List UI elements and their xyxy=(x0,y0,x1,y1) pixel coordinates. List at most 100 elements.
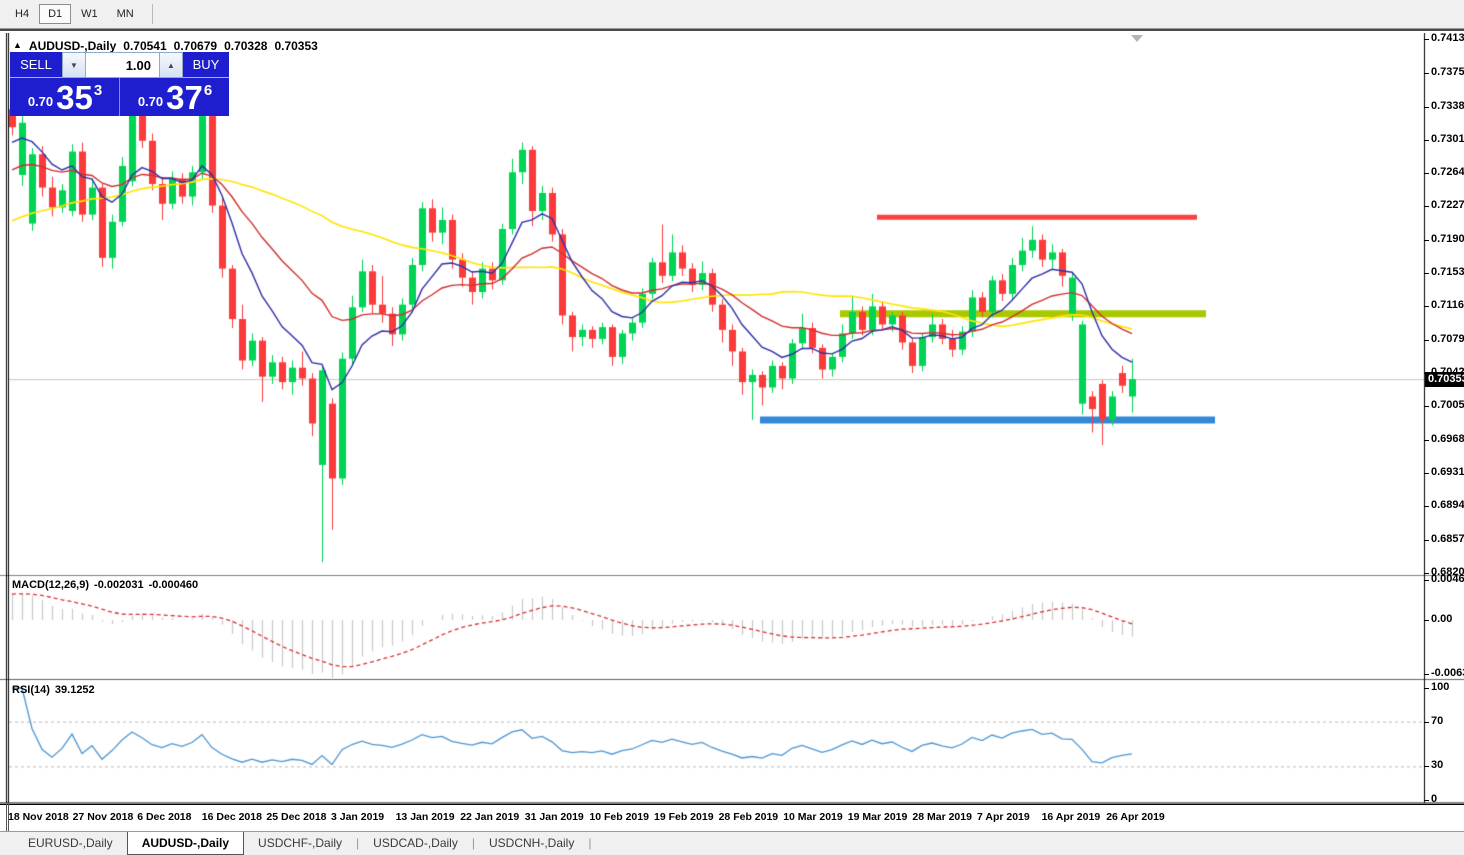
timeframe-tab-mn[interactable]: MN xyxy=(116,8,134,20)
ohlc-close: 0.70353 xyxy=(274,39,318,53)
symbol-tab-eurusd[interactable]: EURUSD-,Daily xyxy=(28,836,113,850)
timeframe-tab-h4[interactable]: H4 xyxy=(15,8,30,20)
sell-price-sup: 3 xyxy=(93,82,103,99)
macd-indicator-label: MACD(12,26,9) -0.002031 -0.000460 xyxy=(12,579,198,591)
axis-tick xyxy=(1424,688,1429,689)
date-axis-label: 10 Mar 2019 xyxy=(783,811,843,823)
tab-separator: | xyxy=(471,836,475,850)
symbol-tab-usdcad[interactable]: USDCAD-,Daily xyxy=(373,836,458,850)
date-axis-label: 28 Feb 2019 xyxy=(718,811,779,823)
symbol-tab-audusd[interactable]: AUDUSD-,Daily xyxy=(126,832,245,855)
axis-tick xyxy=(1424,800,1429,801)
axis-tick xyxy=(1424,73,1429,75)
date-axis-label: 6 Dec 2018 xyxy=(137,811,192,823)
axis-tick xyxy=(1424,473,1429,475)
date-axis-label: 16 Dec 2018 xyxy=(201,811,262,823)
one-click-trading-panel: SELL ▼ ▲ BUY 0.70 35 3 0.70 37 6 xyxy=(10,52,229,116)
window-left-border xyxy=(6,804,9,833)
timeframe-tab-d1[interactable]: D1 xyxy=(39,4,72,24)
axis-tick xyxy=(1424,580,1429,582)
date-axis-label: 19 Mar 2019 xyxy=(847,811,908,823)
rsi-indicator-label: RSI(14) 39.1252 xyxy=(12,684,95,696)
date-axis-label: 13 Jan 2019 xyxy=(395,811,455,823)
date-axis-label: 10 Feb 2019 xyxy=(589,811,649,823)
chart-symbol-header: ▲ AUDUSD-,Daily 0.70541 0.70679 0.70328 … xyxy=(13,39,318,53)
axis-tick xyxy=(1424,239,1429,241)
volume-input[interactable] xyxy=(86,52,159,78)
axis-tick xyxy=(1424,573,1429,574)
sell-price[interactable]: 0.70 35 3 xyxy=(10,78,119,116)
axis-tick xyxy=(1424,766,1429,768)
sell-button[interactable]: SELL xyxy=(10,52,62,78)
macd-name: MACD(12,26,9) xyxy=(12,579,90,591)
date-axis-label: 28 Mar 2019 xyxy=(912,811,972,823)
current-price-flag: 0.70353 xyxy=(1425,372,1464,387)
chart-window: ▲ AUDUSD-,Daily 0.70541 0.70679 0.70 3 28 … xyxy=(0,29,1464,833)
date-axis-label: 31 Jan 2019 xyxy=(524,811,584,823)
date-axis-label: 16 Apr 2019 xyxy=(1041,811,1101,823)
sell-price-big: 35 xyxy=(56,79,93,117)
volume-increase-button[interactable]: ▲ xyxy=(159,52,183,78)
date-axis-label: 3 Jan 2019 xyxy=(331,811,385,823)
axis-tick xyxy=(1424,306,1429,308)
timeframe-tab-w1[interactable]: W1 xyxy=(81,8,98,20)
date-axis-label: 22 Jan 2019 xyxy=(460,811,520,823)
axis-tick xyxy=(1424,439,1429,441)
macd-signal-value: -0.000460 xyxy=(148,579,199,591)
axis-tick xyxy=(1424,206,1429,208)
ohlc-open: 0.70541 xyxy=(123,39,167,53)
ohlc-low: 0.70328 xyxy=(224,39,268,53)
buy-button[interactable]: BUY xyxy=(183,52,229,78)
date-axis-label: 25 Dec 2018 xyxy=(266,811,327,823)
axis-tick xyxy=(1424,139,1429,141)
axis-tick xyxy=(1424,39,1429,40)
symbol-tab-usdcnh[interactable]: USDCNH-,Daily xyxy=(488,836,575,850)
tab-separator: | xyxy=(356,836,360,850)
buy-price-sup: 6 xyxy=(203,82,213,99)
buy-price-big: 37 xyxy=(166,79,203,117)
rsi-name: RSI(14) xyxy=(12,684,50,696)
macd-axis-label: -0.00639 xyxy=(1431,667,1464,680)
macd-axis-label: 0.004694 xyxy=(1431,573,1464,586)
symbol-marker-icon: ▲ xyxy=(13,40,22,50)
volume-decrease-button[interactable]: ▼ xyxy=(62,52,86,78)
price-chart-canvas[interactable] xyxy=(0,33,1464,804)
rsi-value: 39.1252 xyxy=(54,684,95,696)
date-axis-label: 26 Apr 2019 xyxy=(1106,811,1165,823)
date-axis[interactable]: 18 Nov 2018 27 Nov 2018 6 Dec 2018 16 Dec 2… xyxy=(0,804,1464,833)
timeframe-toolbar: H4 D1 W1 MN xyxy=(0,0,1464,29)
toolbar-separator xyxy=(151,4,153,24)
symbol-tab-bar: EURUSD-,Daily AUDUSD-,Daily USDCHF-,Daily |… xyxy=(0,831,1464,855)
axis-tick xyxy=(1424,106,1429,108)
date-axis-label: 19 Feb 2019 xyxy=(654,811,714,823)
axis-tick xyxy=(1424,539,1429,541)
rsi-axis-label: 100 xyxy=(1431,681,1450,693)
buy-price[interactable]: 0.70 37 6 xyxy=(119,78,229,116)
tab-separator: | xyxy=(588,836,592,850)
symbol-tab-usdchf[interactable]: USDCHF-,Daily xyxy=(258,836,343,850)
date-axis-label: 18 Nov 2018 xyxy=(8,811,69,823)
rsi-axis-label: 0 xyxy=(1431,793,1438,805)
sell-price-base: 0.70 xyxy=(27,94,54,109)
axis-tick xyxy=(1424,620,1429,621)
rsi-axis-label: 70 xyxy=(1431,714,1444,727)
date-axis-label: 27 Nov 2018 xyxy=(72,811,134,823)
ohlc-high: 0.70679 xyxy=(173,39,218,53)
axis-tick xyxy=(1424,721,1429,723)
macd-value: -0.002031 xyxy=(94,579,144,591)
axis-tick xyxy=(1424,173,1429,175)
axis-tick xyxy=(1424,506,1429,508)
chart-shift-marker-icon[interactable] xyxy=(1131,35,1143,42)
